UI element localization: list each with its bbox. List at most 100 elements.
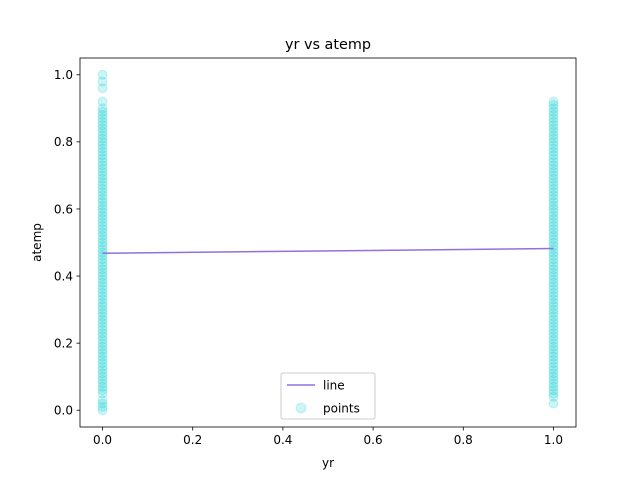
scatter-point — [548, 351, 559, 362]
scatter-point — [97, 197, 108, 208]
scatter-point — [97, 304, 108, 315]
scatter-point — [97, 173, 108, 184]
legend-points-swatch — [295, 402, 307, 414]
scatter-point — [97, 324, 108, 335]
scatter-point — [548, 133, 559, 144]
scatter-point — [97, 287, 108, 298]
scatter-point — [548, 153, 559, 164]
scatter-point — [97, 120, 108, 131]
scatter-point — [97, 338, 108, 349]
scatter-point — [548, 230, 559, 241]
scatter-point — [97, 133, 108, 144]
scatter-point — [548, 173, 559, 184]
plot-area — [80, 58, 576, 427]
scatter-point — [548, 344, 559, 355]
scatter-point — [97, 76, 108, 87]
scatter-point — [548, 116, 559, 127]
scatter-point — [97, 284, 108, 295]
scatter-point — [548, 110, 559, 121]
scatter-point — [548, 364, 559, 375]
scatter-point — [97, 220, 108, 231]
scatter-point — [548, 281, 559, 292]
scatter-point — [548, 368, 559, 379]
scatter-point — [97, 83, 108, 94]
scatter-point — [548, 183, 559, 194]
scatter-point — [548, 361, 559, 372]
scatter-point — [97, 388, 108, 399]
scatter-point — [548, 207, 559, 218]
scatter-point — [548, 294, 559, 305]
scatter-point — [97, 146, 108, 157]
scatter-point — [548, 307, 559, 318]
x-tick-label: 0.4 — [273, 433, 292, 447]
scatter-point — [97, 244, 108, 255]
scatter-point — [548, 304, 559, 315]
scatter-point — [97, 170, 108, 181]
scatter-point — [548, 170, 559, 181]
scatter-point — [548, 284, 559, 295]
scatter-point — [97, 257, 108, 268]
scatter-point — [97, 106, 108, 117]
scatter-point — [548, 130, 559, 141]
scatter-point — [97, 381, 108, 392]
scatter-point — [97, 351, 108, 362]
scatter-point — [97, 217, 108, 228]
scatter-point — [97, 193, 108, 204]
scatter-point — [548, 398, 559, 409]
scatter-point — [548, 375, 559, 386]
x-tick-label: 0.6 — [364, 433, 383, 447]
scatter-point — [97, 116, 108, 127]
scatter-point — [548, 301, 559, 312]
scatter-point — [548, 96, 559, 107]
scatter-point — [548, 163, 559, 174]
scatter-point — [97, 368, 108, 379]
scatter-point — [97, 311, 108, 322]
scatter-point — [97, 271, 108, 282]
scatter-point — [97, 234, 108, 245]
scatter-point — [97, 180, 108, 191]
scatter-point — [548, 250, 559, 261]
scatter-point — [97, 277, 108, 288]
scatter-point — [97, 297, 108, 308]
scatter-point — [97, 375, 108, 386]
scatter-point — [548, 338, 559, 349]
scatter-point — [548, 277, 559, 288]
scatter-point — [548, 341, 559, 352]
scatter-point — [548, 257, 559, 268]
scatter-point — [548, 247, 559, 258]
x-tick-label: 1.0 — [544, 433, 563, 447]
scatter-point — [548, 167, 559, 178]
scatter-point — [97, 207, 108, 218]
scatter-point — [548, 271, 559, 282]
scatter-point — [548, 200, 559, 211]
scatter-point — [97, 167, 108, 178]
scatter-point — [548, 146, 559, 157]
scatter-point — [548, 193, 559, 204]
scatter-point — [548, 113, 559, 124]
legend: line points — [280, 372, 376, 420]
legend-label-points: points — [323, 402, 360, 416]
scatter-point — [548, 99, 559, 110]
scatter-point — [97, 123, 108, 134]
scatter-point — [548, 234, 559, 245]
scatter-point — [548, 220, 559, 231]
y-tick-label: 0.4 — [54, 269, 73, 283]
scatter-point — [97, 96, 108, 107]
scatter-point — [548, 324, 559, 335]
scatter-point — [97, 354, 108, 365]
scatter-point — [548, 214, 559, 225]
scatter-point — [548, 354, 559, 365]
scatter-point — [548, 180, 559, 191]
scatter-point — [548, 314, 559, 325]
scatter-point — [548, 123, 559, 134]
scatter-point — [97, 227, 108, 238]
legend-label-line: line — [323, 379, 345, 393]
scatter-point — [97, 224, 108, 235]
points-layer — [97, 69, 559, 416]
scatter-point — [97, 348, 108, 359]
line-layer — [102, 247, 554, 254]
scatter-point — [548, 106, 559, 117]
scatter-point — [548, 190, 559, 201]
scatter-point — [97, 281, 108, 292]
